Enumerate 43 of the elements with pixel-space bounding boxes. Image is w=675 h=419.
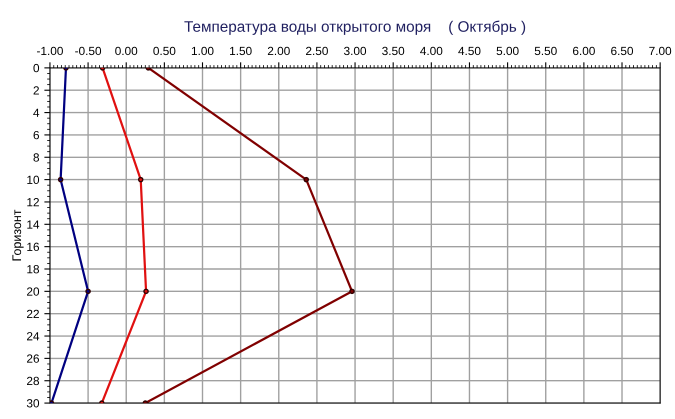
point [58, 176, 64, 182]
x-tick-label: 6.00 [572, 46, 595, 56]
y-tick-label: 2 [34, 86, 39, 94]
y-tick-label: 20 [26, 287, 40, 296]
x-tick-label: 1.00 [192, 46, 214, 56]
point [85, 288, 91, 294]
x-tick-label: 5.50 [534, 46, 557, 56]
point [50, 400, 54, 404]
y-tick-label: 22 [26, 310, 39, 318]
x-tick-label: 6.50 [611, 46, 634, 56]
y-tick-label: 16 [27, 242, 40, 252]
x-tick-label: 3.00 [344, 46, 366, 56]
chart-title: Температура воды открытого моря ( Октябрь ) [184, 20, 526, 35]
y-tick-label: 14 [27, 220, 40, 229]
point [349, 288, 355, 294]
y-tick-label: 6 [34, 130, 40, 140]
y-tick-label: 30 [26, 399, 40, 408]
x-tick-label: 7.00 [649, 46, 672, 56]
point [138, 176, 144, 182]
y-tick-label: 18 [27, 265, 40, 274]
x-tick-label: 5.00 [496, 46, 519, 56]
x-tick-label: 2.50 [306, 46, 328, 56]
y-tick-label: 26 [26, 354, 40, 363]
x-tick-label: 0.00 [115, 46, 138, 56]
x-tick-label: -0.50 [75, 46, 102, 56]
y-tick-label: 28 [26, 376, 40, 386]
x-tick-label: 4.50 [458, 46, 480, 56]
point [303, 176, 310, 182]
x-tick-label: 4.00 [420, 46, 442, 56]
y-axis-title: Горизонт [12, 210, 24, 260]
y-tick-label: 24 [26, 332, 40, 340]
x-tick-label: 0.50 [153, 46, 176, 56]
y-tick-label: 0 [33, 64, 40, 72]
y-tick-label: 4 [33, 108, 40, 117]
point [143, 288, 149, 294]
y-tick-label: 12 [27, 198, 39, 206]
x-tick-label: 1.50 [230, 46, 252, 56]
x-tick-label: -1.00 [37, 46, 63, 56]
y-tick-label: 8 [33, 153, 40, 162]
x-tick-label: 3.50 [382, 46, 404, 56]
x-tick-label: 2.00 [268, 46, 290, 56]
y-tick-label: 10 [27, 176, 40, 184]
line-series [99, 68, 149, 404]
